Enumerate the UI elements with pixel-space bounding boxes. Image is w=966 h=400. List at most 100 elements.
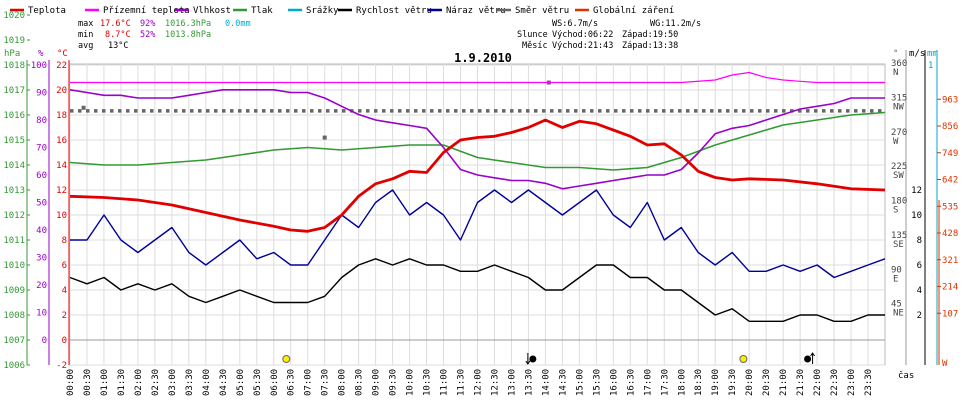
x-tick-40: 20:00 — [745, 369, 755, 396]
pressure-tick-3: 1009 — [3, 286, 25, 296]
direction-axis-unit: ° — [893, 49, 898, 59]
stat-avg-label: avg — [78, 41, 93, 51]
rain-tick-0: 1 — [928, 61, 933, 71]
radiation-tick-0: 107 — [942, 309, 958, 319]
stat-min-press: 1013.8hPa — [165, 30, 211, 40]
x-tick-24: 12:00 — [474, 369, 484, 396]
pressure-axis-unit: hPa — [4, 49, 20, 59]
radiation-tick-4: 535 — [942, 202, 958, 212]
x-tick-33: 16:30 — [626, 369, 636, 396]
radiation-tick-6: 749 — [942, 149, 958, 159]
stat-max-temp: 17.6°C — [100, 19, 131, 29]
x-axis-label: čas — [898, 370, 914, 381]
x-tick-13: 06:30 — [287, 369, 297, 396]
temperature-axis-unit: °C — [57, 49, 68, 59]
sun-label: Slunce — [517, 30, 548, 40]
legend-label-3: Tlak — [251, 6, 273, 16]
stats-panel: max 17.6°C 92% 1016.3hPa 0.0mm min 8.7°C… — [78, 19, 701, 51]
moon-rise: Východ:21:43 — [552, 41, 613, 51]
pressure-tick-14: 1020 — [3, 11, 25, 21]
wind-tick-0: 2 — [917, 311, 922, 321]
temperature-tick-7: 12 — [56, 186, 67, 196]
temperature-tick-4: 6 — [62, 261, 67, 271]
x-tick-0: 00:00 — [66, 369, 76, 396]
x-tick-26: 13:00 — [507, 369, 517, 396]
direction-tick-5: 135 — [891, 231, 907, 241]
direction-label-0: N — [893, 68, 898, 78]
humidity-tick-3: 30 — [36, 254, 47, 264]
stat-avg-temp: 13°C — [108, 41, 128, 51]
humidity-tick-5: 50 — [36, 199, 47, 209]
x-tick-46: 23:00 — [847, 369, 857, 396]
grid — [69, 63, 886, 366]
x-tick-20: 10:00 — [406, 369, 416, 396]
sunrise-icon — [282, 355, 291, 363]
stat-min-temp: 8.7°C — [105, 30, 131, 40]
sun-rise: Východ:06:22 — [552, 30, 613, 40]
series-pressure — [69, 111, 886, 171]
temperature-tick-3: 4 — [62, 286, 67, 296]
x-tick-5: 02:30 — [151, 369, 161, 396]
direction-label-2: W — [893, 137, 899, 147]
humidity-tick-2: 20 — [36, 281, 47, 291]
x-tick-8: 04:00 — [202, 369, 212, 396]
legend-label-1: Přízemní teplota — [103, 6, 190, 16]
stat-min-label: min — [78, 30, 93, 40]
temperature-tick-12: 22 — [56, 61, 67, 71]
series-temperature — [69, 118, 886, 233]
pressure-tick-6: 1012 — [3, 211, 25, 221]
pressure-tick-9: 1015 — [3, 136, 25, 146]
radiation-tick-1: 214 — [942, 283, 958, 293]
pressure-tick-7: 1013 — [3, 186, 25, 196]
pressure-tick-4: 1010 — [3, 261, 25, 271]
x-tick-36: 18:00 — [677, 369, 687, 396]
x-tick-22: 11:00 — [440, 369, 450, 396]
pressure-tick-5: 1011 — [3, 236, 25, 246]
temperature-tick-9: 16 — [56, 136, 67, 146]
direction-label-5: SE — [893, 240, 904, 250]
x-tick-21: 10:30 — [423, 369, 433, 396]
legend: Teplota Přízemní teplota Vlhkost Tlak Srážky… — [10, 6, 674, 16]
moon-label: Měsíc — [522, 41, 548, 51]
wind-wg: WG:11.2m/s — [650, 19, 701, 29]
x-tick-2: 01:00 — [100, 369, 110, 396]
x-tick-27: 13:30 — [524, 369, 534, 396]
x-tick-7: 03:30 — [185, 369, 195, 396]
direction-tick-6: 90 — [891, 265, 902, 275]
x-tick-42: 21:00 — [779, 369, 789, 396]
pressure-tick-12: 1018 — [3, 61, 25, 71]
wind-axis-unit: m/s — [909, 49, 925, 59]
temperature-tick-1: 0 — [62, 336, 67, 346]
x-tick-10: 05:00 — [236, 369, 246, 396]
legend-label-2: Vlhkost — [193, 6, 231, 16]
x-tick-19: 09:30 — [389, 369, 399, 396]
direction-tick-1: 315 — [891, 93, 907, 103]
wind-direction-point-0 — [81, 105, 86, 110]
x-tick-3: 01:30 — [117, 369, 127, 396]
humidity-tick-7: 70 — [36, 144, 47, 154]
x-tick-45: 22:30 — [830, 369, 840, 396]
x-tick-6: 03:00 — [168, 369, 178, 396]
x-tick-30: 15:00 — [575, 369, 585, 396]
moon-set: Západ:13:38 — [622, 41, 678, 51]
direction-tick-3: 225 — [891, 162, 907, 172]
legend-label-8: Globální záření — [593, 6, 674, 16]
chart-title: 1.9.2010 — [454, 51, 512, 65]
x-tick-12: 06:00 — [270, 369, 280, 396]
x-tick-14: 07:00 — [304, 369, 314, 396]
sunset-icon — [739, 355, 748, 363]
rain-axis-unit: mm — [927, 49, 938, 59]
wind-tick-3: 8 — [917, 236, 922, 246]
stat-max-label: max — [78, 19, 93, 29]
pressure-tick-13: 1019 — [3, 36, 25, 46]
radiation-tick-8: 963 — [942, 95, 958, 105]
radiation-tick-3: 428 — [942, 229, 958, 239]
series — [69, 71, 886, 322]
pressure-tick-1: 1007 — [3, 336, 25, 346]
stat-max-rain: 0.0mm — [225, 19, 251, 29]
series-ground-temperature — [70, 71, 885, 84]
pressure-tick-11: 1017 — [3, 86, 25, 96]
moonset-arrowhead-2 — [525, 360, 531, 365]
pressure-tick-10: 1016 — [3, 111, 25, 121]
